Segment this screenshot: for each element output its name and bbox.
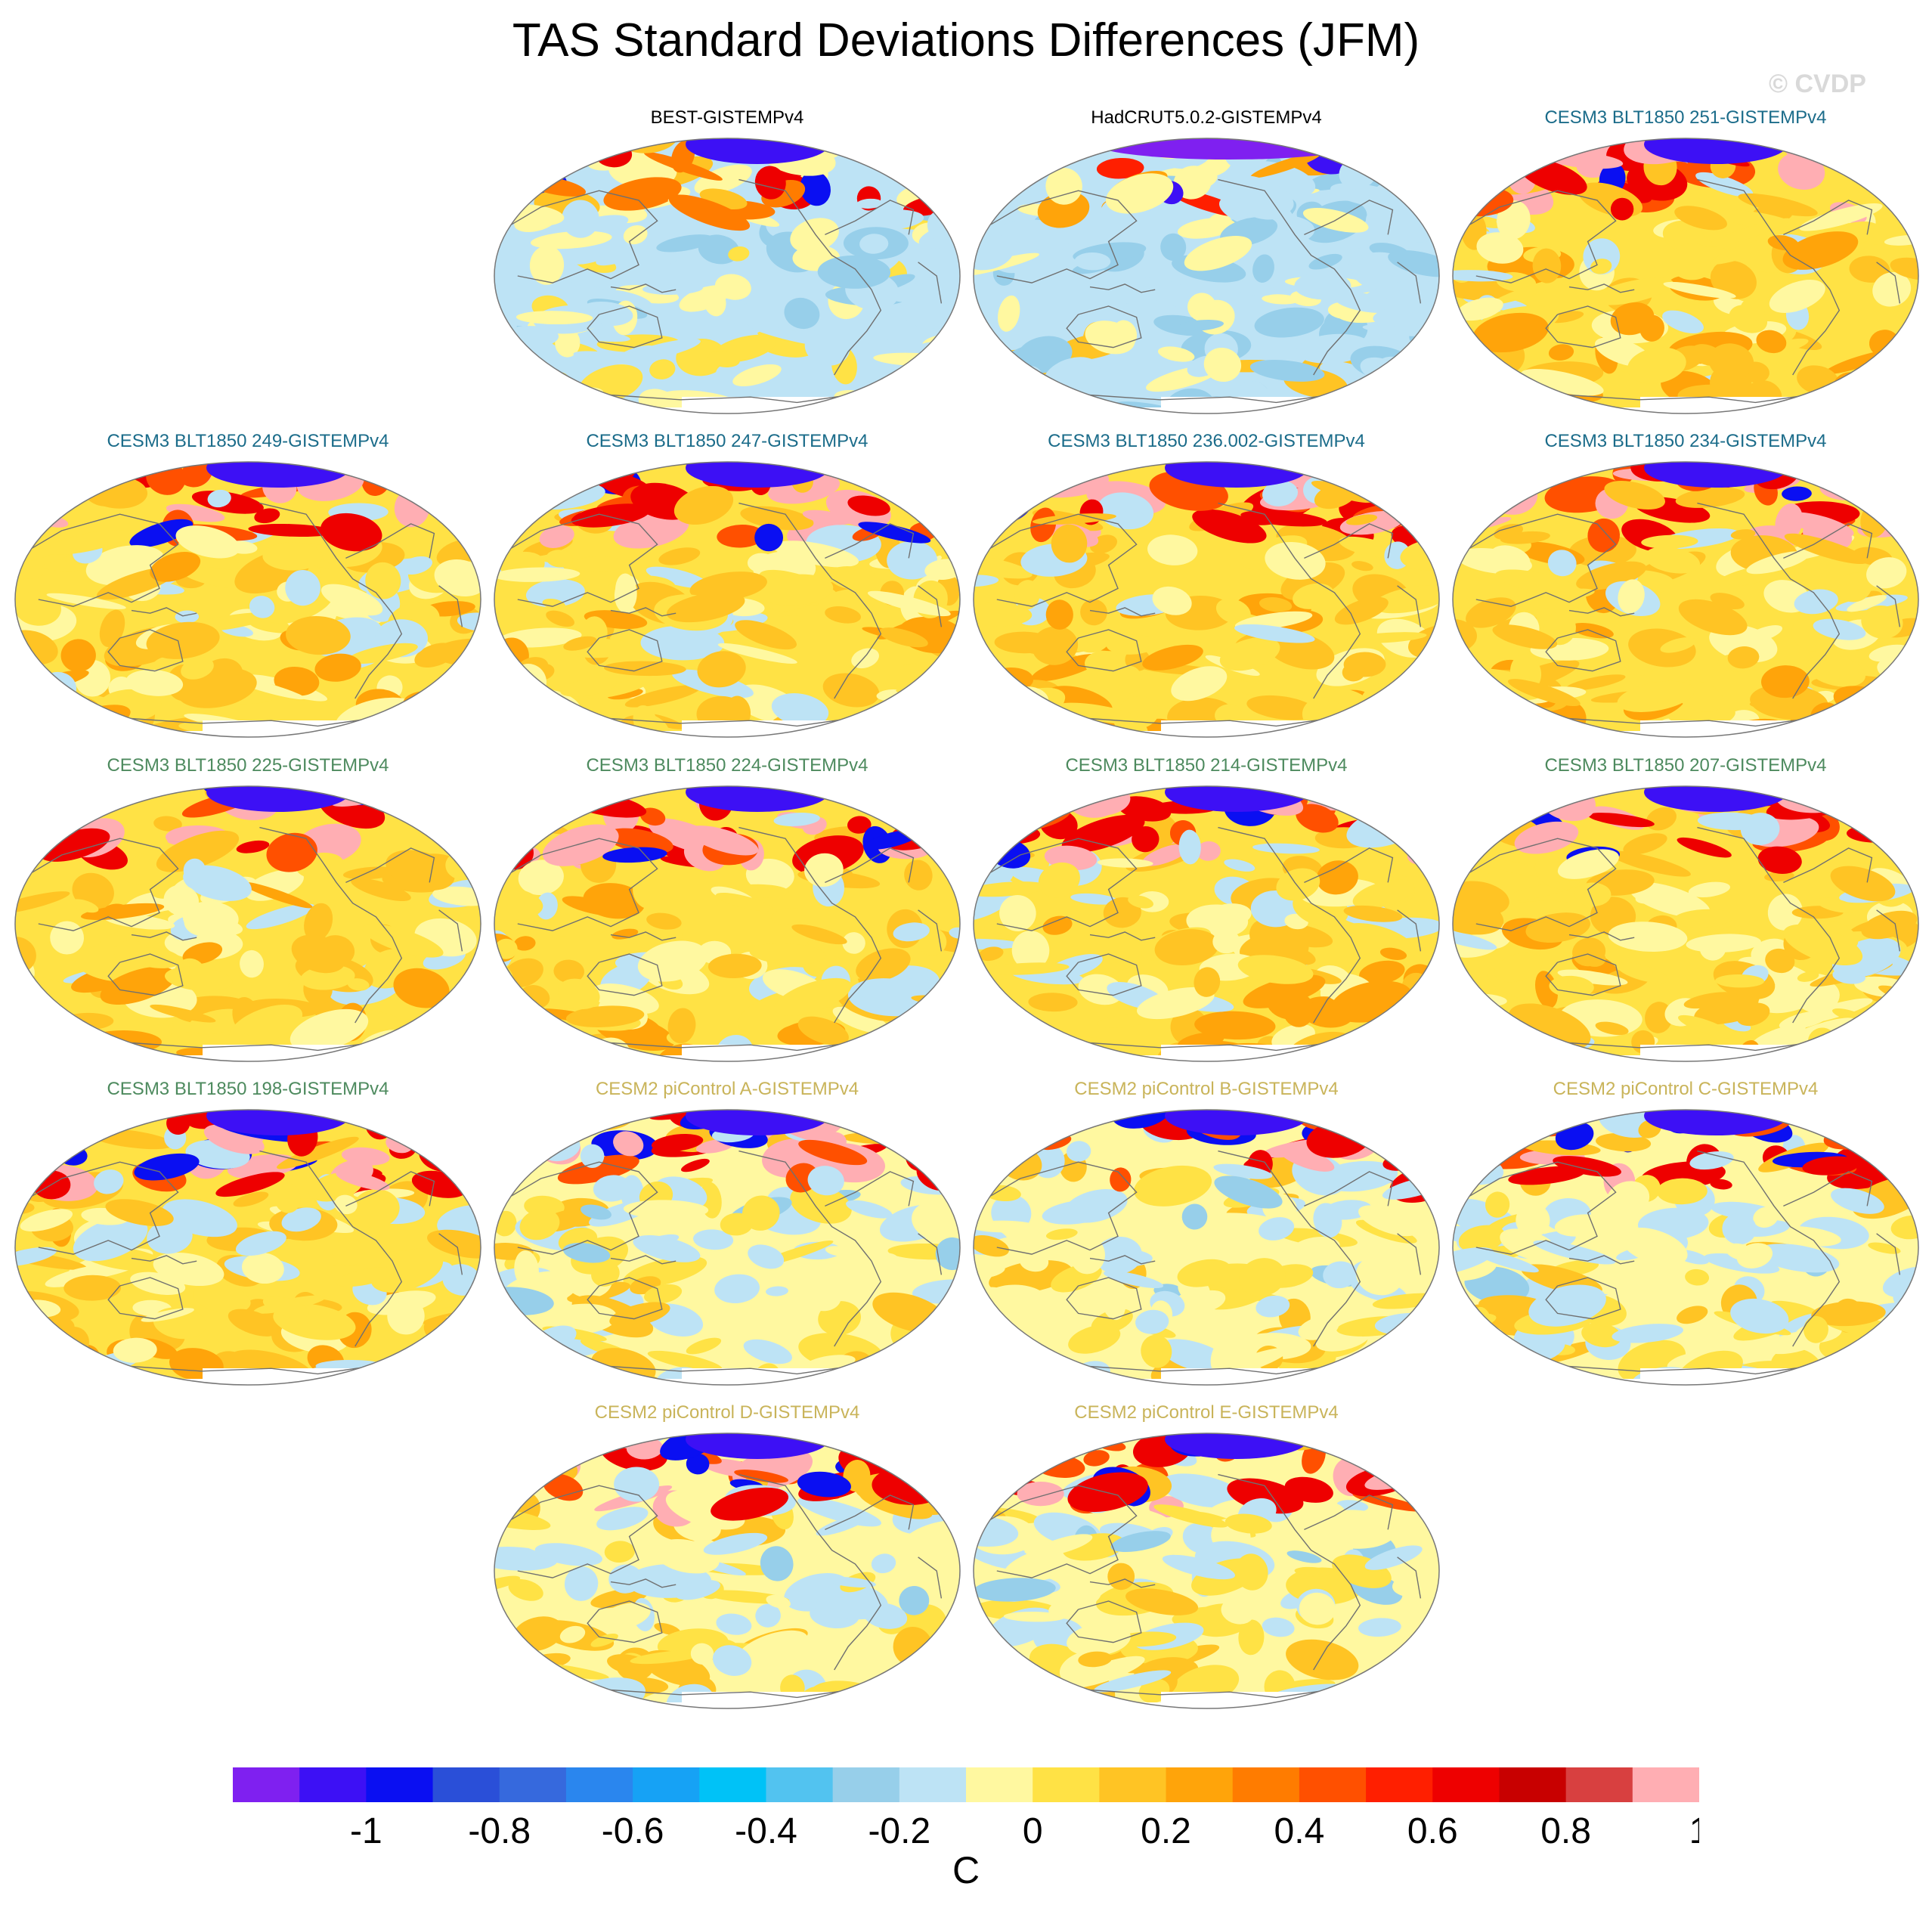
colorbar-swatch — [766, 1767, 834, 1802]
colorbar-swatch — [1033, 1767, 1100, 1802]
colorbar-tick-label: 0.6 — [1407, 1811, 1458, 1851]
map-panel — [1452, 461, 1919, 738]
map-panel — [973, 138, 1440, 414]
colorbar-swatch — [1099, 1767, 1167, 1802]
map-panel — [973, 461, 1440, 738]
colorbar: -1 -0.8 -0.6 -0.4 -0.2 0 0.2 0.4 0.6 0.8 1 — [233, 1767, 1699, 1851]
colorbar-swatch — [1299, 1767, 1367, 1802]
panel-title: CESM3 BLT1850 249-GISTEMPv4 — [107, 431, 389, 451]
panel-title: CESM3 BLT1850 251-GISTEMPv4 — [1544, 107, 1827, 128]
map-panel — [973, 1433, 1440, 1709]
map-panel — [14, 461, 481, 738]
colorbar-swatch — [699, 1767, 766, 1802]
colorbar-tick-label: -0.8 — [468, 1811, 531, 1851]
colorbar-swatch — [1166, 1767, 1234, 1802]
colorbar-swatch — [633, 1767, 700, 1802]
colorbar-tick-label: 0.8 — [1540, 1811, 1591, 1851]
map-panel — [494, 1109, 961, 1386]
colorbar-swatch — [1565, 1767, 1633, 1802]
colorbar-tick-label: 1 — [1689, 1811, 1699, 1851]
panel-title: CESM2 piControl E-GISTEMPv4 — [1074, 1402, 1339, 1423]
panel-title: CESM2 piControl B-GISTEMPv4 — [1074, 1079, 1339, 1099]
panel-title: CESM3 BLT1850 225-GISTEMPv4 — [107, 755, 389, 776]
panel-title: CESM3 BLT1850 236.002-GISTEMPv4 — [1048, 431, 1365, 451]
map-panel — [973, 785, 1440, 1062]
map-panel — [494, 138, 961, 414]
panel-title: CESM3 BLT1850 224-GISTEMPv4 — [586, 755, 868, 776]
panel-title: HadCRUT5.0.2-GISTEMPv4 — [1091, 107, 1322, 128]
panel-title: CESM3 BLT1850 207-GISTEMPv4 — [1544, 755, 1827, 776]
panel-title: CESM3 BLT1850 214-GISTEMPv4 — [1065, 755, 1348, 776]
panel-title: CESM3 BLT1850 247-GISTEMPv4 — [586, 431, 868, 451]
map-panel — [494, 461, 961, 738]
map-panel — [1452, 1109, 1919, 1386]
colorbar-swatch — [1366, 1767, 1433, 1802]
colorbar-swatch — [565, 1767, 633, 1802]
map-panel — [1452, 785, 1919, 1062]
colorbar-swatch — [432, 1767, 500, 1802]
colorbar-tick-label: 0.4 — [1274, 1811, 1325, 1851]
map-panel — [14, 785, 481, 1062]
colorbar-swatch — [299, 1767, 367, 1802]
map-panel — [14, 1109, 481, 1386]
colorbar-tick-label: 0.2 — [1141, 1811, 1191, 1851]
colorbar-swatch — [1432, 1767, 1500, 1802]
colorbar-tick-label: -0.4 — [735, 1811, 797, 1851]
colorbar-swatch — [832, 1767, 900, 1802]
colorbar-units: C — [952, 1849, 980, 1891]
panel-title: CESM2 piControl D-GISTEMPv4 — [594, 1402, 860, 1423]
colorbar-swatch — [1499, 1767, 1567, 1802]
panel-title: BEST-GISTEMPv4 — [650, 107, 804, 128]
colorbar-swatch — [1232, 1767, 1300, 1802]
colorbar-tick-label: -1 — [350, 1811, 382, 1851]
colorbar-swatch — [966, 1767, 1033, 1802]
map-panel — [494, 785, 961, 1062]
cvdp-watermark: © CVDP — [1769, 70, 1866, 98]
colorbar-swatch — [233, 1767, 300, 1802]
colorbar-swatch — [1632, 1767, 1699, 1802]
panel-title: CESM2 piControl A-GISTEMPv4 — [595, 1079, 859, 1099]
panel-title: CESM2 piControl C-GISTEMPv4 — [1553, 1079, 1819, 1099]
map-panel — [1452, 138, 1919, 414]
colorbar-swatch — [499, 1767, 567, 1802]
map-panel — [494, 1433, 961, 1709]
colorbar-swatch — [899, 1767, 967, 1802]
panel-title: CESM3 BLT1850 198-GISTEMPv4 — [107, 1079, 389, 1099]
figure-title: TAS Standard Deviations Differences (JFM… — [512, 14, 1420, 67]
colorbar-tick-label: 0 — [1023, 1811, 1043, 1851]
panel-title: CESM3 BLT1850 234-GISTEMPv4 — [1544, 431, 1827, 451]
colorbar-swatch — [366, 1767, 434, 1802]
colorbar-tick-label: -0.2 — [868, 1811, 930, 1851]
colorbar-tick-label: -0.6 — [602, 1811, 664, 1851]
map-panel — [973, 1109, 1440, 1386]
